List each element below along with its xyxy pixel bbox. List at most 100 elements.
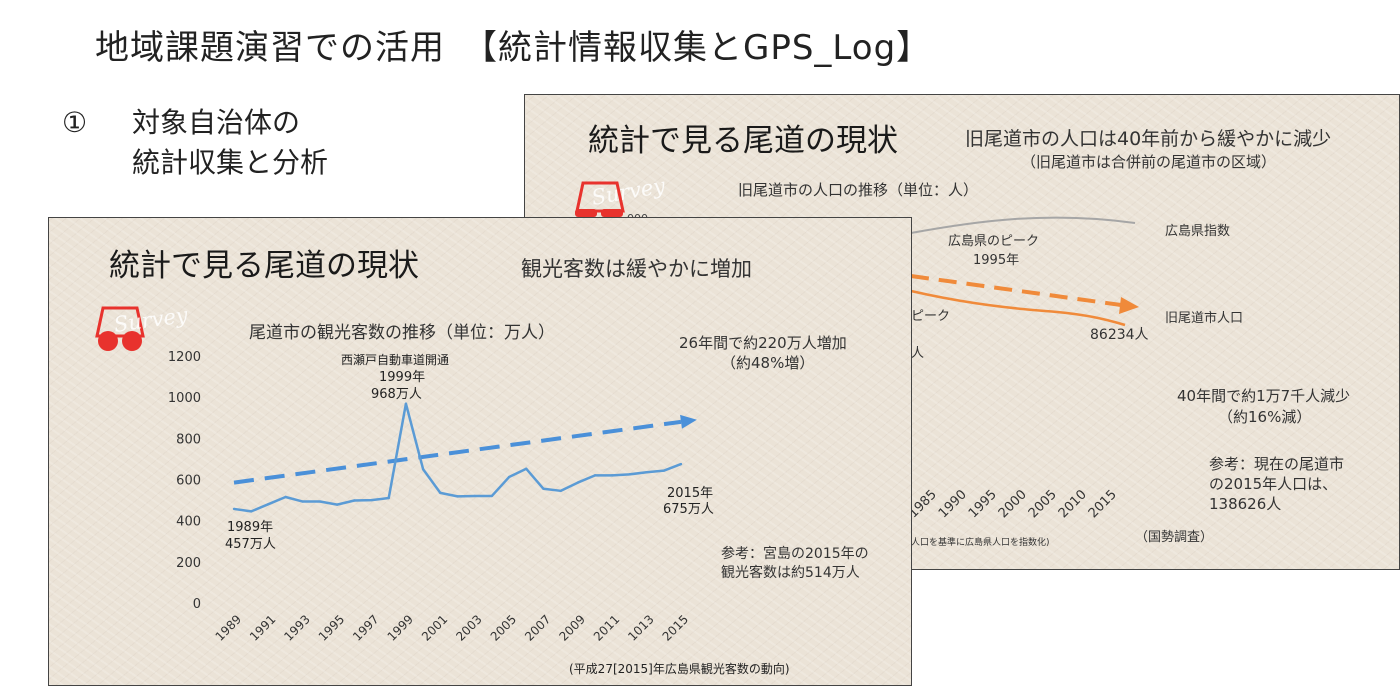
end-value-label: 675万人 <box>663 502 714 517</box>
tourism-increase-pct: （約48%増） <box>721 354 814 372</box>
city-legend: 旧尾道市人口 <box>1165 310 1243 326</box>
x-tick-label: 2011 <box>591 612 622 643</box>
data-point <box>267 503 270 506</box>
x-tick-label: 2015 <box>660 612 691 643</box>
population-slide-canvas: 統計で見る尾道の現状 旧尾道市の人口は40年前から緩やかに減少 （旧尾道市は合併… <box>575 123 1350 548</box>
logo-lens-right <box>122 331 142 351</box>
population-footnote: 人口を基準に広島県人口を指数化) <box>911 536 1050 548</box>
y-tick-label: 800 <box>176 432 201 447</box>
logo-frame-shape <box>95 306 145 338</box>
prefecture-legend: 広島県指数 <box>1165 224 1230 239</box>
logo-frame-shape <box>575 181 625 213</box>
x-tick-label: 1995 <box>316 612 347 643</box>
data-point <box>284 495 287 499</box>
x-tick-label: 2007 <box>522 612 553 643</box>
item-number: ① <box>62 106 88 139</box>
tourism-source: (平成27[2015]年広島県観光客数の動向) <box>569 661 790 676</box>
tourism-y-axis: 0 200 400 600 800 1000 1200 <box>168 350 201 612</box>
logo-lens-left <box>575 209 597 217</box>
peak-year-label: 1999年 <box>379 370 425 385</box>
x-tick-label: 1999 <box>385 612 416 643</box>
x-tick-label: 2005 <box>488 612 519 643</box>
x-tick-label: 2001 <box>419 612 450 643</box>
data-point <box>439 491 442 495</box>
data-point <box>576 481 580 484</box>
x-tick-label: 2000 <box>996 487 1030 521</box>
data-point <box>645 471 648 474</box>
y-tick-label: 1000 <box>168 391 201 406</box>
x-tick-label: 1993 <box>281 612 312 643</box>
data-point <box>525 467 528 470</box>
partial-person-label: 人 <box>911 346 924 361</box>
city-population-value: 86234人 <box>1090 327 1149 343</box>
x-tick-label: 2015 <box>1086 487 1120 521</box>
logo-text: Survey <box>590 173 668 210</box>
data-point <box>593 474 597 477</box>
population-slide: 統計で見る尾道の現状 旧尾道市の人口は40年前から緩やかに減少 （旧尾道市は合併… <box>524 94 1400 570</box>
population-trend-arrowhead <box>1119 297 1139 314</box>
data-point <box>679 462 683 466</box>
item-line-1: 対象自治体の <box>132 106 301 139</box>
x-tick-label: 1990 <box>936 487 970 521</box>
x-tick-label: 1989 <box>213 612 244 643</box>
population-decrease-pct: （約16%減） <box>1218 408 1311 426</box>
tourism-slide-canvas: 統計で見る尾道の現状 観光客数は緩やかに増加 Survey 尾道市の観光客数の推… <box>95 248 869 676</box>
data-point <box>387 496 390 500</box>
population-subheadline: （旧尾道市は合併前の尾道市の区域） <box>1021 153 1276 171</box>
data-point <box>421 468 425 471</box>
data-point <box>542 487 545 490</box>
logo-lens-right <box>601 209 623 217</box>
data-point <box>559 489 562 493</box>
prefecture-peak-label: 広島県のピーク <box>948 234 1039 249</box>
prefecture-index-line <box>910 216 1136 234</box>
tourism-increase-note: 26年間で約220万人増加 <box>679 334 847 352</box>
data-point <box>353 499 356 502</box>
start-year-label: 1989年 <box>227 520 273 535</box>
tourism-ref-line-1: 参考：宮島の2015年の <box>721 545 869 562</box>
x-tick-label: 2005 <box>1026 487 1060 521</box>
population-ref-line-1: 参考：現在の尾道市 <box>1209 455 1344 473</box>
event-label: 西瀬戸自動車道開通 <box>341 353 449 367</box>
logo-lens-left <box>98 331 118 351</box>
city-population-line <box>910 289 1126 327</box>
tourism-slide: 統計で見る尾道の現状 観光客数は緩やかに増加 Survey 尾道市の観光客数の推… <box>48 217 912 686</box>
population-slide-title: 統計で見る尾道の現状 <box>588 123 898 159</box>
x-tick-label: 2010 <box>1056 487 1090 521</box>
page-title: 地域課題演習での活用 【統計情報収集とGPS_Log】 <box>95 28 932 68</box>
y-tick-label: 0 <box>193 597 201 612</box>
tourism-series <box>232 402 683 513</box>
x-tick-label: 1995 <box>966 487 1000 521</box>
partial-peak-label: ピーク <box>911 309 950 324</box>
survey-logo: Survey <box>95 303 190 351</box>
trend-arrowhead <box>680 414 697 429</box>
data-point <box>473 494 476 498</box>
data-point <box>628 473 631 476</box>
population-source: （国勢調査） <box>1135 530 1213 545</box>
x-tick-label: 1991 <box>247 612 278 643</box>
data-point <box>335 503 339 506</box>
x-tick-label: 1997 <box>350 612 381 643</box>
end-year-label: 2015年 <box>667 486 713 501</box>
population-chart-title: 旧尾道市の人口の推移（単位：人） <box>738 181 978 199</box>
peak-value-label: 968万人 <box>371 387 422 402</box>
data-point <box>507 475 511 479</box>
start-value-label: 457万人 <box>225 537 276 552</box>
population-trend-arrow <box>910 274 1122 307</box>
data-point <box>301 500 304 503</box>
trend-arrow-line <box>233 419 682 485</box>
data-point <box>662 469 666 472</box>
x-tick-label: 1013 <box>625 612 656 643</box>
data-point <box>318 500 322 503</box>
agenda-line-1: ① 対象自治体の <box>62 103 328 143</box>
y-tick-label: 400 <box>176 515 201 530</box>
tourism-x-axis: 1989 1991 1993 1995 1997 1999 2001 2003 2005 2007… <box>213 612 691 643</box>
population-ref-line-3: 138626人 <box>1209 495 1281 513</box>
population-ref-line-2: の2015年人口は、 <box>1209 475 1337 493</box>
tourism-chart-title: 尾道市の観光客数の推移（単位：万人） <box>249 323 555 343</box>
tourism-headline: 観光客数は緩やかに増加 <box>521 257 752 281</box>
data-point <box>456 495 459 498</box>
prefecture-peak-year: 1995年 <box>973 253 1019 268</box>
x-tick-label: 2003 <box>453 612 484 643</box>
tourism-slide-title: 統計で見る尾道の現状 <box>109 248 419 284</box>
